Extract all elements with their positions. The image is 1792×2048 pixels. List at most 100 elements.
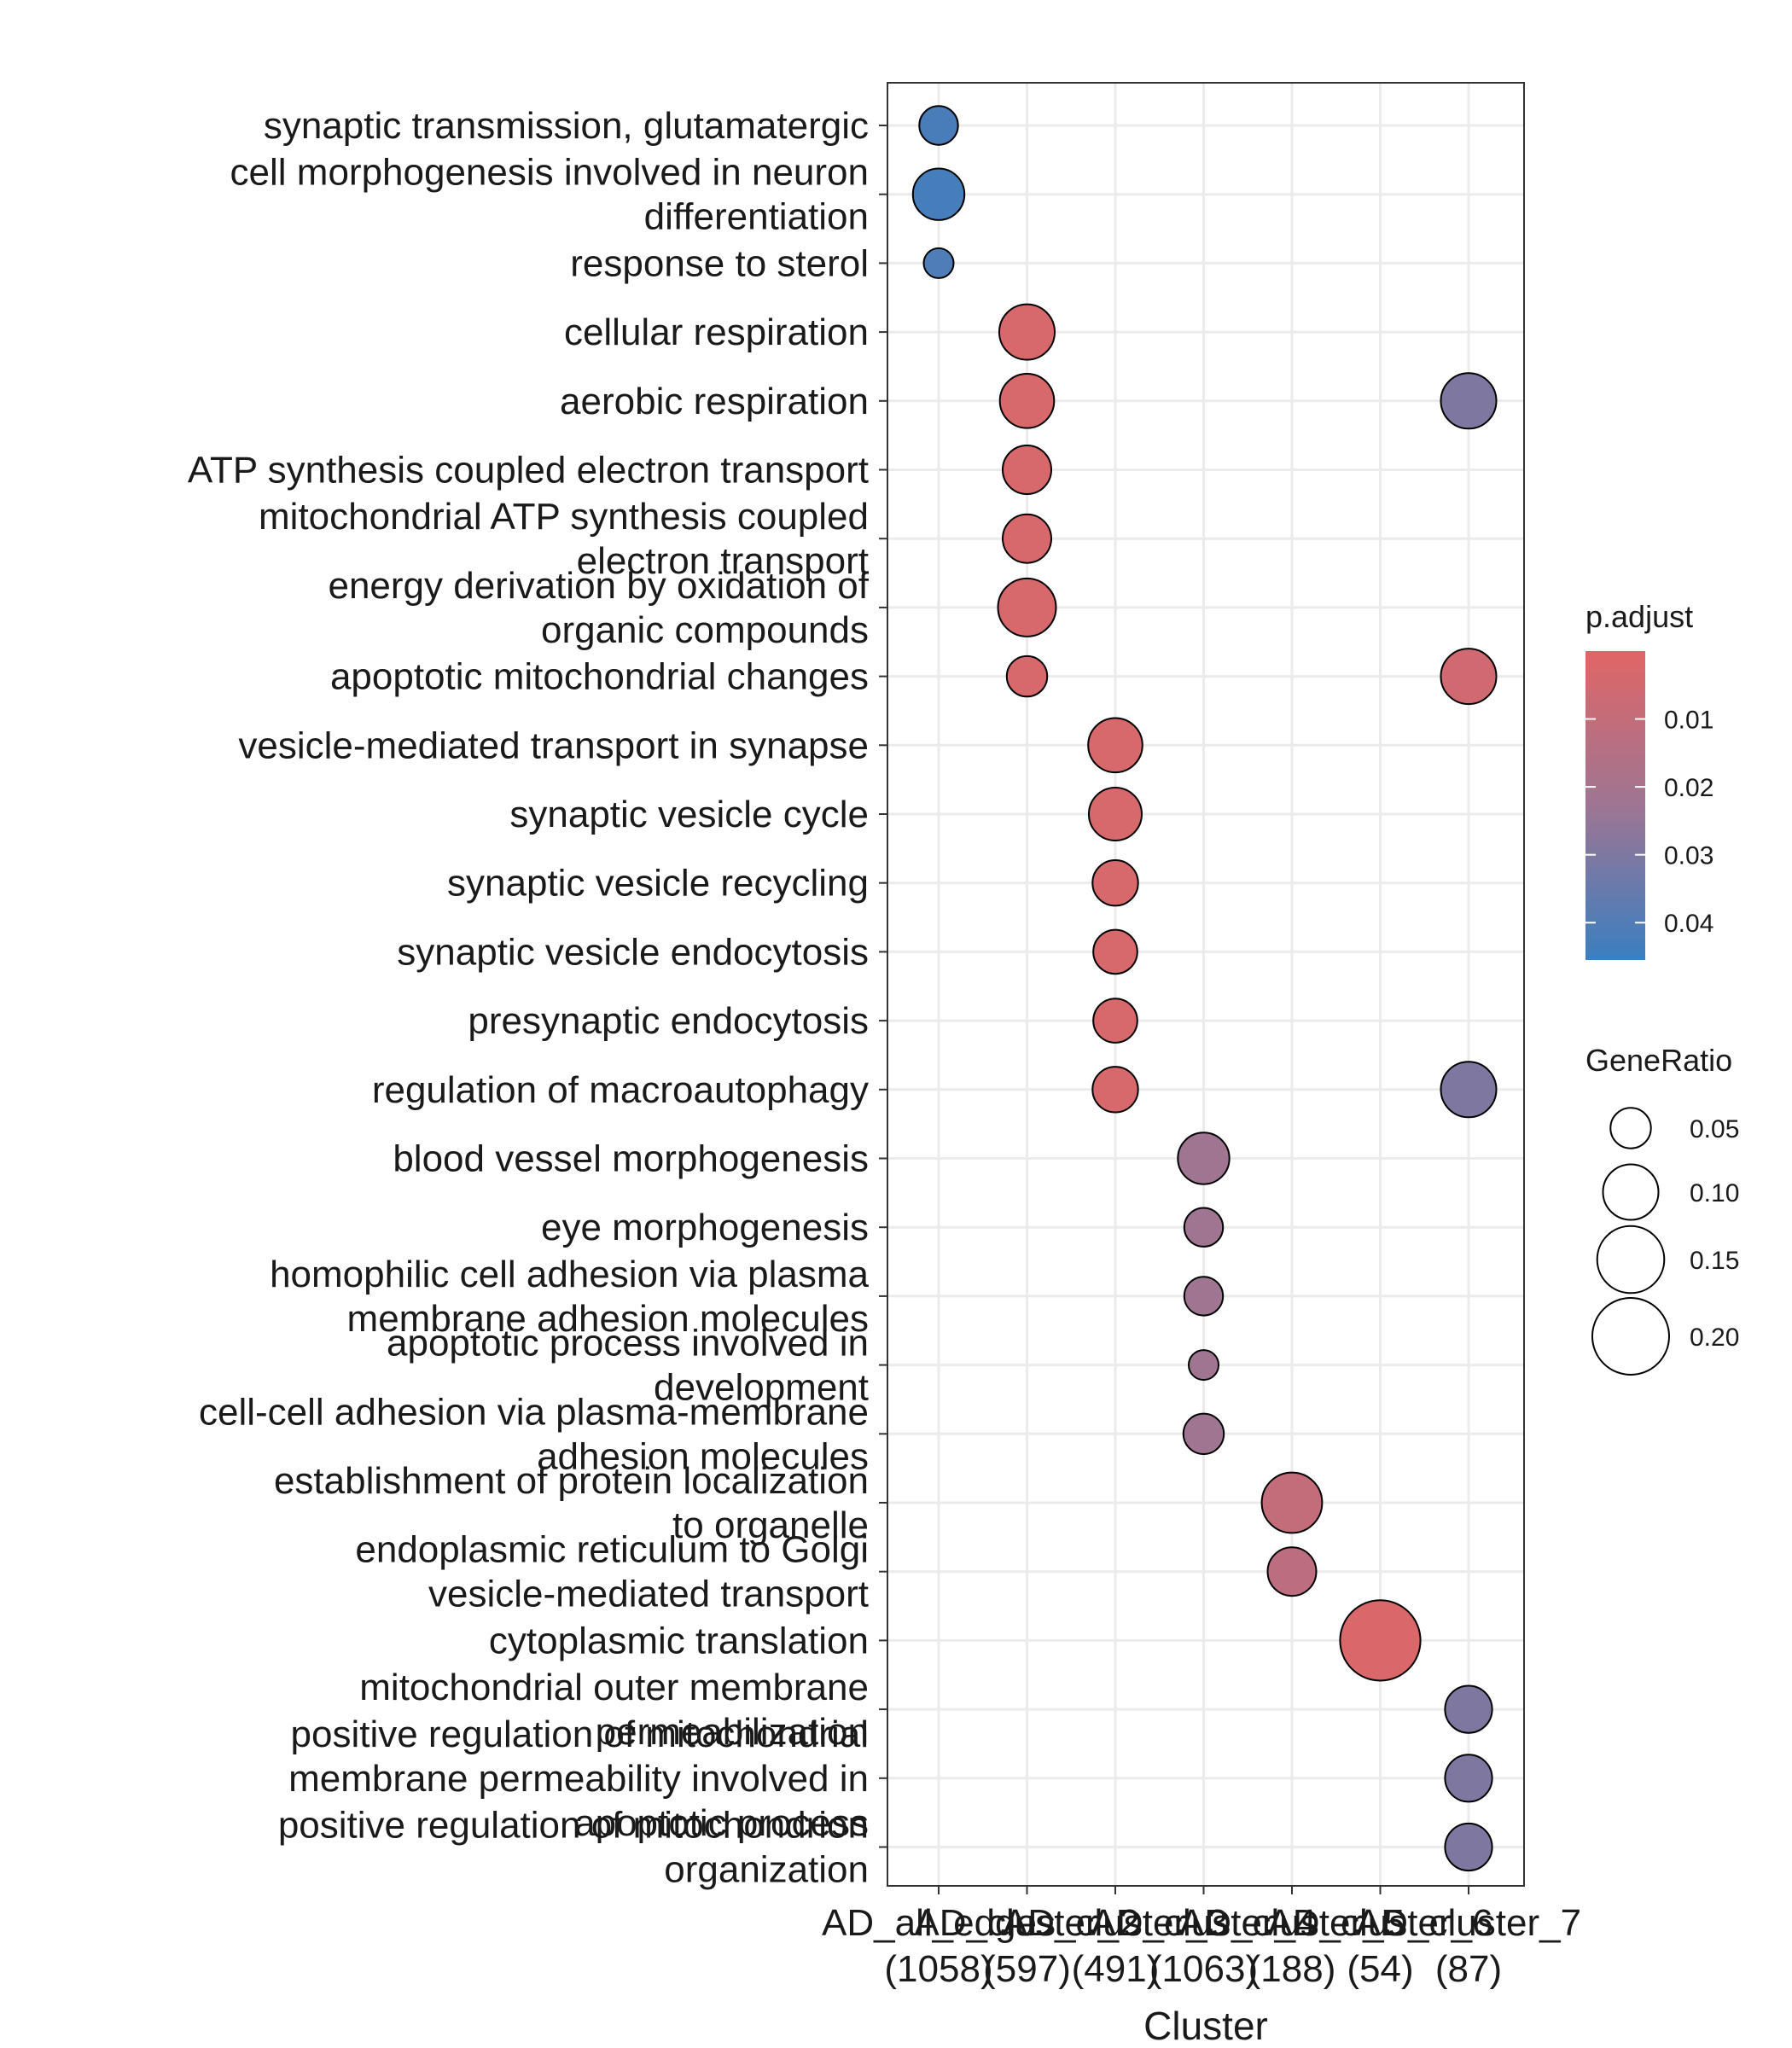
x-tick-label-name: AD_cluster_5	[1179, 1902, 1405, 1944]
y-tick-label: energy derivation by oxidation of	[328, 565, 869, 607]
y-tick-label: eye morphogenesis	[541, 1207, 869, 1248]
y-tick-label: apoptotic process involved in	[387, 1323, 869, 1364]
y-tick-label: vesicle-mediated transport	[428, 1574, 869, 1615]
generatio-legend: GeneRatio 0.05 0.10 0.15 0.20	[1585, 1043, 1739, 1376]
x-axis-title: Cluster	[1143, 2004, 1268, 2048]
dot	[1183, 1276, 1225, 1317]
x-tick-label-name: AD_cluster_4	[1091, 1902, 1316, 1944]
y-tick-label: establishment of protein localization	[274, 1460, 869, 1502]
dot	[1005, 655, 1049, 698]
y-tick-label: differentiation	[644, 196, 869, 238]
x-tick-label-count: (188)	[1248, 1948, 1336, 1990]
x-tick-label-name: AD_cluster_3	[1003, 1902, 1228, 1944]
dot	[1088, 787, 1143, 841]
dot	[1260, 1471, 1324, 1534]
y-tick-label: to organelle	[672, 1504, 869, 1546]
dot	[1183, 1207, 1225, 1248]
size-legend-label: 0.10	[1690, 1179, 1739, 1207]
dot	[1444, 1684, 1493, 1734]
y-tick-label: synaptic vesicle endocytosis	[397, 931, 869, 973]
y-tick-label: regulation of macroautophagy	[372, 1069, 869, 1111]
y-tick-label: organization	[664, 1849, 869, 1891]
x-tick-label-name: AD_cluster_7	[1356, 1902, 1581, 1944]
size-legend-label: 0.05	[1690, 1115, 1739, 1143]
y-tick-label: adhesion molecules	[537, 1435, 869, 1477]
colorbar-tick-label: 0.03	[1664, 842, 1713, 870]
dot	[1266, 1546, 1318, 1597]
colorbar-tick-label: 0.01	[1664, 707, 1713, 735]
colorbar-tick-label: 0.02	[1664, 774, 1713, 802]
y-tick-label: synaptic transmission, glutamatergic	[264, 105, 869, 147]
p-adjust-colorbar	[1585, 651, 1645, 960]
y-tick-label: electron transport	[577, 540, 869, 582]
dot	[1440, 1061, 1498, 1119]
x-tick-label-name: AD_cluster_6	[1267, 1902, 1492, 1944]
dot	[1182, 1412, 1225, 1456]
y-tick-label: homophilic cell adhesion via plasma	[270, 1254, 869, 1295]
y-tick-label: positive regulation of mitochondrial	[291, 1713, 870, 1755]
y-tick-label: cell morphogenesis involved in neuron	[230, 152, 869, 194]
y-tick-label: synaptic vesicle recycling	[447, 863, 869, 905]
y-tick-label: membrane adhesion molecules	[347, 1298, 869, 1340]
y-tick-label: aerobic respiration	[560, 381, 869, 422]
y-tick-label: response to sterol	[570, 242, 869, 284]
size-legend-circle	[1596, 1225, 1666, 1295]
x-tick-label-count: (87)	[1435, 1948, 1502, 1990]
dot	[1339, 1599, 1422, 1682]
y-tick-label: permeabilization	[596, 1711, 869, 1753]
y-axis: synaptic transmission, glutamatergic cell…	[188, 105, 887, 1891]
y-tick-label: vesicle-mediated transport in synapse	[238, 724, 869, 766]
generatio-legend-title: GeneRatio	[1585, 1043, 1732, 1078]
x-tick-label-name: AD_all_edges	[822, 1902, 1056, 1944]
y-tick-label: apoptotic mitochondrial changes	[330, 656, 869, 698]
dot	[1092, 928, 1138, 975]
plot-background	[887, 83, 1524, 1886]
dot	[1091, 1066, 1139, 1114]
dot	[1188, 1349, 1219, 1382]
size-legend-circle	[1591, 1297, 1670, 1376]
x-tick-label-count: (491)	[1072, 1948, 1160, 1990]
x-tick-label-count: (1063)	[1149, 1948, 1258, 1990]
y-tick-label: positive regulation of mitochondrion	[278, 1805, 869, 1847]
dot	[997, 577, 1057, 637]
y-tick-label: organic compounds	[541, 609, 869, 651]
plot-panel	[887, 82, 1525, 1887]
plot-border	[887, 82, 1525, 1887]
y-tick-label: blood vessel morphogenesis	[393, 1138, 869, 1180]
size-legend-label: 0.20	[1690, 1324, 1739, 1352]
y-tick-label: cell-cell adhesion via plasma-membrane	[199, 1391, 869, 1433]
y-tick-label: presynaptic endocytosis	[468, 1000, 869, 1042]
size-legend-circle	[1609, 1107, 1652, 1149]
x-tick-label-count: (597)	[983, 1948, 1071, 1990]
size-legend-circle	[1602, 1163, 1660, 1221]
dot	[1002, 445, 1052, 495]
p-adjust-legend: p.adjust 0.01 0.02 0.03 0.04	[1585, 599, 1713, 960]
y-tick-label: development	[654, 1367, 869, 1409]
size-legend-label: 0.15	[1690, 1247, 1739, 1275]
dot	[1444, 1754, 1493, 1803]
y-tick-label: apoptotic process	[574, 1802, 869, 1844]
dot	[911, 167, 966, 221]
y-tick-label: mitochondrial outer membrane	[359, 1667, 869, 1708]
y-tick-label: cellular respiration	[564, 311, 869, 353]
y-tick-label: mitochondrial ATP synthesis coupled	[259, 496, 869, 538]
y-tick-label: ATP synthesis coupled electron transport	[188, 450, 869, 492]
dot	[998, 303, 1056, 361]
dot	[1091, 858, 1139, 907]
dot	[1092, 998, 1138, 1044]
x-tick-label-name: AD_cluster_2	[914, 1902, 1139, 1944]
p-adjust-legend-title: p.adjust	[1585, 599, 1693, 634]
dot	[998, 373, 1056, 429]
dot	[918, 105, 959, 146]
dot	[1087, 717, 1143, 774]
dots	[911, 105, 1498, 1872]
dot	[1177, 1132, 1231, 1185]
colorbar-tick-label: 0.04	[1664, 910, 1713, 938]
dot	[1440, 648, 1498, 706]
x-tick-label-count: (1058)	[884, 1948, 992, 1990]
x-axis: AD_all_edges(1058)AD_cluster_2(597)AD_cl…	[822, 1886, 1581, 1990]
y-tick-label: synaptic vesicle cycle	[509, 794, 869, 835]
y-tick-label: cytoplasmic translation	[489, 1620, 869, 1661]
dot	[922, 247, 955, 279]
y-tick-label: membrane permeability involved in	[288, 1758, 869, 1800]
